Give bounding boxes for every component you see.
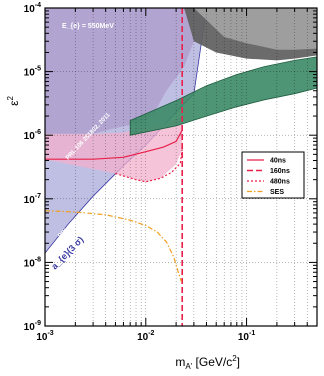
- plot-frame: [44, 7, 318, 327]
- x-tick-label: 10-1: [238, 330, 255, 343]
- g2-allowed-band: [129, 56, 317, 136]
- x-axis-title: mA' [GeV/c2]: [175, 354, 240, 371]
- y-tick-label: 10-4: [24, 2, 41, 15]
- series-lines: [45, 8, 183, 326]
- x-tick-label: 10-3: [36, 330, 53, 343]
- legend-label: 40ns: [270, 158, 286, 165]
- y-tick-label: 10-5: [24, 66, 41, 79]
- legend-label: 160ns: [270, 168, 290, 175]
- grid-lines: [45, 8, 317, 326]
- legend: 40ns 160ns 480ns SES: [241, 151, 305, 199]
- region-a_mu: [193, 8, 317, 50]
- series-line-480ns: [115, 149, 183, 183]
- y-tick-label: 10-6: [24, 129, 41, 142]
- sensitivity-region: [45, 116, 183, 182]
- y-tick-label: 10-7: [24, 193, 41, 206]
- y-tick-label: 10-8: [24, 256, 41, 269]
- series-line-SES: [45, 210, 182, 282]
- excluded-regions: [45, 8, 317, 254]
- x-tick-label: 10-2: [137, 330, 154, 343]
- beam-energy-label: E_{e} = 550MeV: [62, 23, 114, 30]
- legend-label: 480ns: [270, 179, 290, 186]
- legend-label: SES: [270, 189, 284, 196]
- y-axis-title: ε2: [6, 95, 21, 105]
- series-line-40ns: [45, 129, 183, 160]
